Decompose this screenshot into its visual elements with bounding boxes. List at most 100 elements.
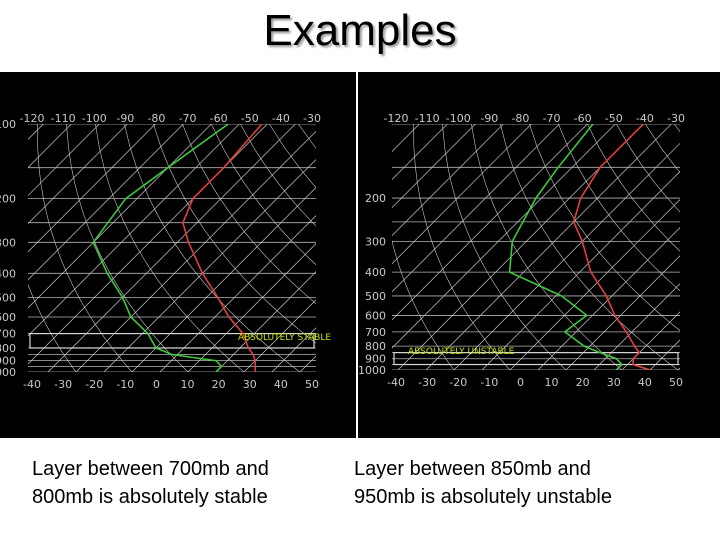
top-temp-label: -60 — [574, 112, 592, 125]
isotherm-line — [392, 124, 532, 265]
pressure-label: 200 — [365, 192, 386, 205]
isotherm-line — [392, 124, 560, 293]
dry-adiabat-line — [500, 124, 679, 370]
top-temp-label: -110 — [415, 112, 440, 125]
top-temp-label: -60 — [210, 112, 228, 125]
pressure-label: 100 — [0, 118, 16, 131]
slide-title: Examples — [263, 6, 457, 55]
isotherm-line — [328, 124, 356, 372]
isotherm-line — [565, 255, 680, 370]
isotherm-line — [706, 124, 720, 370]
isotherm-line — [392, 124, 448, 181]
bottom-temp-label: 40 — [274, 378, 288, 391]
skewt-diagram-right: -120 -110 -100 -90 -80 -70 -60 -50 -40 -30 -40 -30-… — [358, 72, 720, 438]
isotherm-line — [187, 243, 316, 372]
isotherm-line — [453, 142, 680, 370]
dry-adiabat-line — [645, 124, 680, 173]
pressure-label: 1000 — [0, 366, 16, 379]
top-temp-label: -90 — [480, 112, 498, 125]
top-temp-label: -50 — [241, 112, 259, 125]
caption-right: Layer between 850mb and 950mb is absolut… — [354, 455, 684, 511]
bottom-temp-label: 0 — [153, 378, 160, 391]
bottom-temp-label: 20 — [212, 378, 226, 391]
isotherm-line — [215, 271, 316, 372]
top-temp-label: -50 — [605, 112, 623, 125]
caption-left-line-2: 800mb is absolutely stable — [32, 486, 268, 508]
dry-adiabat-line — [124, 124, 301, 372]
dry-adiabat-line — [558, 124, 680, 292]
pressure-label: 900 — [365, 353, 386, 366]
isotherm-line — [75, 130, 316, 372]
isotherm-line — [131, 187, 316, 372]
pressure-label: 900 — [0, 355, 16, 368]
pressure-label: 600 — [365, 309, 386, 322]
isotherm-line — [392, 124, 504, 237]
top-temp-label: -110 — [51, 112, 76, 125]
skewt-plot-left: -120 -110 -100 -90 -80 -70 -60 -50 -40 -30-40 -30-… — [0, 112, 356, 391]
dry-adiabat-line — [95, 124, 245, 372]
layer-box — [393, 352, 679, 366]
dewpoint-profile-line — [92, 124, 229, 372]
stability-annotation: ABSOLUTELY STABLE — [238, 333, 331, 343]
isotherm-line — [593, 283, 680, 370]
dry-adiabat-line — [392, 239, 455, 370]
isotherm-line — [28, 124, 100, 197]
top-temp-label: -70 — [543, 112, 561, 125]
dry-adiabat-line — [587, 124, 680, 252]
dry-adiabat-line — [153, 124, 316, 344]
bottom-temp-label: 20 — [576, 376, 590, 389]
bottom-temp-label: -40 — [23, 378, 41, 391]
isotherm-line — [28, 124, 156, 253]
bottom-temp-label: -10 — [116, 378, 134, 391]
pressure-label: 1000 — [358, 364, 386, 377]
pressure-label: 600 — [0, 311, 16, 324]
grid-group — [392, 124, 720, 370]
bottom-temp-label: 40 — [638, 376, 652, 389]
bottom-temp-label: 0 — [517, 376, 524, 389]
caption-right-line-2: 950mb is absolutely unstable — [354, 486, 612, 508]
pressure-label: 700 — [0, 328, 16, 341]
isotherm-line — [537, 227, 680, 370]
pressure-label: 500 — [365, 290, 386, 303]
top-temp-label: -30 — [667, 112, 685, 125]
skewt-plot-right: -120 -110 -100 -90 -80 -70 -60 -50 -40 -30-40 -30-… — [358, 112, 720, 389]
dewpoint-profile-line — [508, 124, 624, 370]
bottom-temp-label: -40 — [387, 376, 405, 389]
bottom-temp-label: -20 — [85, 378, 103, 391]
isotherm-line — [28, 124, 184, 281]
pressure-label: 300 — [365, 235, 386, 248]
pressure-label: 300 — [0, 236, 16, 249]
dry-adiabat-line — [529, 124, 680, 332]
isotherm-line — [392, 124, 588, 321]
top-temp-label: -80 — [147, 112, 165, 125]
caption-left: Layer between 700mb and 800mb is absolut… — [32, 455, 332, 511]
dry-adiabat-line — [37, 124, 133, 372]
layer-box — [29, 332, 315, 349]
top-temp-label: -120 — [20, 112, 45, 125]
caption-right-line-1: Layer between 850mb and — [354, 458, 591, 480]
bottom-temp-label: -10 — [480, 376, 498, 389]
isotherm-line — [28, 124, 240, 337]
bottom-temp-label: -20 — [449, 376, 467, 389]
isotherm-line — [28, 124, 72, 168]
isotherm-line — [28, 124, 128, 225]
dry-adiabat-line — [413, 124, 511, 370]
bottom-temp-label: -30 — [54, 378, 72, 391]
bottom-temp-label: 10 — [545, 376, 559, 389]
top-temp-label: -90 — [116, 112, 134, 125]
isotherm-line — [621, 311, 680, 370]
pressure-label: 800 — [0, 342, 16, 355]
isotherm-line — [677, 367, 680, 370]
caption-left-line-1: Layer between 700mb and — [32, 458, 269, 480]
top-temp-label: -40 — [272, 112, 290, 125]
top-temp-label: -30 — [303, 112, 321, 125]
dry-adiabat-line — [442, 124, 567, 370]
top-temp-label: -40 — [636, 112, 654, 125]
dry-adiabat-line — [703, 124, 720, 370]
bottom-temp-label: 30 — [607, 376, 621, 389]
dry-adiabat-line — [28, 283, 77, 372]
top-temp-label: -70 — [179, 112, 197, 125]
grid-group — [28, 124, 356, 372]
stability-annotation: ABSOLUTELY UNSTABLE — [408, 347, 515, 357]
pressure-label: 800 — [365, 340, 386, 353]
